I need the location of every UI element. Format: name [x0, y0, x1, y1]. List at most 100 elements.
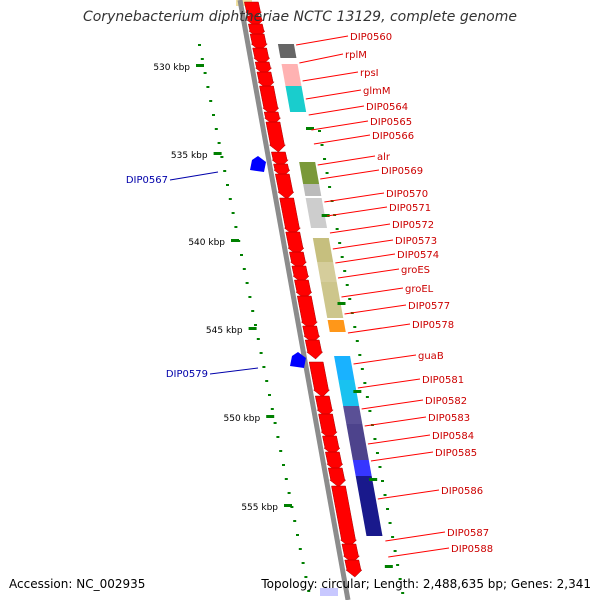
gc-dot	[256, 338, 260, 340]
gene-label-right[interactable]: DIP0586	[441, 486, 483, 497]
gc-dot	[298, 548, 302, 550]
label-line	[364, 416, 427, 427]
label-line	[337, 268, 400, 279]
gene-label-right[interactable]: DIP0570	[386, 189, 428, 200]
cds-arrow	[271, 151, 289, 168]
gene-label-left[interactable]: DIP0579	[166, 369, 208, 380]
gene-label-right[interactable]: guaB	[418, 351, 444, 362]
gene-label-right[interactable]: DIP0573	[395, 236, 437, 247]
gene-label-right[interactable]: groES	[401, 265, 430, 276]
scale-label: 555 kbp	[241, 503, 278, 513]
map-title: Corynebacterium diphtheriae NCTC 13129, …	[82, 9, 518, 25]
gc-dot	[228, 198, 232, 200]
gene-label-right[interactable]: DIP0587	[447, 528, 489, 539]
cds-arrow	[341, 543, 361, 564]
gc-dot	[318, 130, 321, 132]
label-line	[308, 105, 365, 116]
gene-label-right[interactable]: DIP0578	[412, 320, 454, 331]
gene-label-right[interactable]: groEL	[405, 284, 434, 295]
cog-block	[303, 184, 322, 196]
gc-dot	[348, 298, 352, 300]
label-line	[344, 304, 407, 315]
gene-labels[interactable]: DIP0567 DIP0579 DIP0560 rplM rpsI glmM DIP0564…	[126, 32, 493, 558]
gene-label-left[interactable]: DIP0567	[126, 175, 168, 186]
label-line	[335, 253, 396, 264]
gc-dot	[287, 492, 291, 494]
cog-track	[277, 44, 383, 536]
gene-label-right[interactable]: DIP0583	[428, 413, 470, 424]
gene-label-right[interactable]: rpsI	[360, 68, 379, 79]
label-line	[347, 323, 411, 334]
gc-dot	[391, 536, 395, 538]
cds-arrow	[327, 467, 347, 488]
gc-dot	[373, 438, 377, 440]
gene-label-right[interactable]: DIP0572	[392, 220, 434, 231]
cog-block	[317, 262, 337, 282]
label-line	[388, 547, 450, 558]
cog-block	[281, 64, 302, 86]
gc-dot	[206, 86, 210, 88]
scale-label: 540 kbp	[188, 238, 225, 248]
gc-dot	[248, 296, 252, 298]
gene-label-right[interactable]: rplM	[345, 50, 367, 61]
label-line	[313, 134, 371, 145]
gc-dot	[259, 352, 263, 354]
cog-block	[352, 460, 372, 476]
cog-block	[346, 424, 367, 446]
gc-dot	[383, 494, 387, 496]
gene-label-right[interactable]: DIP0582	[425, 396, 467, 407]
label-line	[324, 192, 385, 203]
gc-dot	[365, 396, 369, 398]
reverse-gene-marker	[250, 156, 266, 172]
cds-arrow	[318, 413, 338, 440]
gc-dot	[355, 340, 359, 342]
minor-tick	[384, 565, 393, 568]
cog-block	[334, 356, 355, 380]
minor-tick	[306, 127, 314, 130]
scale-ticks: 530 kbp 535 kbp 540 kbp 545 kbp 550 kbp 555 k…	[153, 63, 393, 568]
gene-label-right[interactable]: DIP0566	[372, 131, 414, 142]
accession-text: Accession: NC_002935	[9, 577, 146, 591]
gene-label-right[interactable]: DIP0560	[350, 32, 392, 43]
gene-label-right[interactable]: DIP0584	[432, 431, 474, 442]
cds-arrow	[265, 121, 287, 153]
gene-label-right[interactable]: alr	[377, 152, 391, 163]
gc-dot	[338, 242, 342, 244]
cog-block	[312, 238, 334, 262]
gc-dot	[209, 100, 213, 102]
gc-dot	[282, 464, 285, 466]
gc-dot	[360, 368, 364, 370]
cds-arrow	[308, 361, 331, 398]
gene-label-right[interactable]: DIP0569	[381, 166, 423, 177]
gc-dot	[320, 144, 324, 146]
label-line	[357, 378, 421, 389]
gene-label-right[interactable]: DIP0581	[422, 375, 464, 386]
label-line	[329, 223, 391, 234]
gc-dot	[279, 450, 283, 452]
gc-dot	[340, 256, 344, 258]
gc-dot	[220, 156, 224, 158]
cds-arrow	[314, 395, 334, 418]
gene-label-right[interactable]: DIP0574	[397, 250, 439, 261]
gene-label-right[interactable]: DIP0585	[435, 448, 477, 459]
gc-dot	[363, 382, 367, 384]
gene-label-right[interactable]: DIP0571	[389, 203, 431, 214]
label-line	[370, 451, 434, 462]
gc-dot	[293, 520, 297, 522]
gc-dot	[214, 128, 218, 130]
cog-block	[299, 162, 320, 184]
gene-label-right[interactable]: DIP0564	[366, 102, 408, 113]
cog-block	[350, 446, 369, 460]
cds-arrow	[285, 231, 305, 256]
minor-tick	[353, 390, 362, 393]
label-line	[326, 206, 388, 217]
gc-dot	[368, 410, 372, 412]
gene-label-right[interactable]: glmM	[363, 86, 391, 97]
gc-dot	[301, 562, 305, 564]
gene-label-right[interactable]: DIP0565	[370, 117, 412, 128]
label-line	[169, 171, 219, 181]
gene-label-right[interactable]: DIP0588	[451, 544, 493, 555]
gc-dot	[231, 212, 235, 214]
gene-label-right[interactable]: DIP0577	[408, 301, 450, 312]
